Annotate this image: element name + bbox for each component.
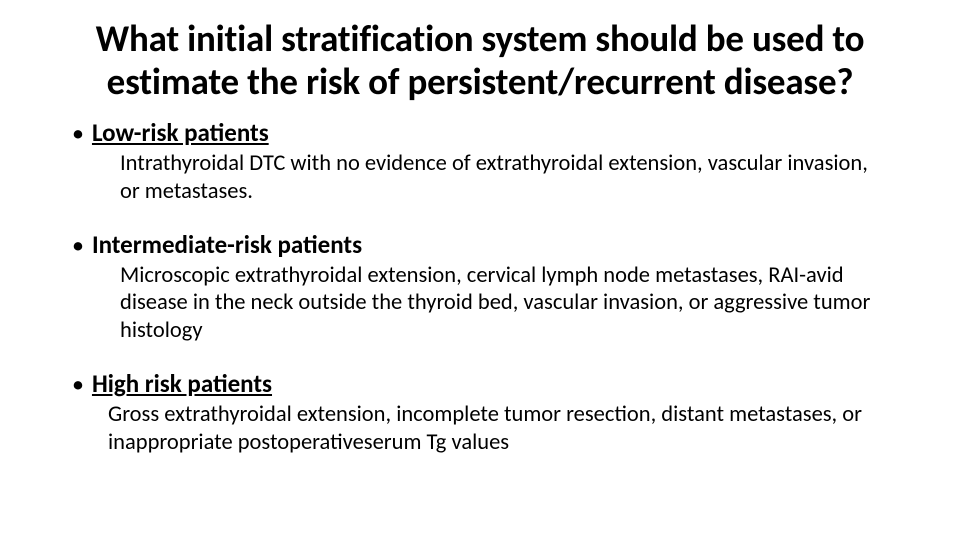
bullet-icon: • [72, 234, 84, 258]
bullet-body: Gross extrathyroidal extension, incomple… [108, 401, 868, 456]
slide: What initial stratification system shoul… [0, 0, 960, 540]
bullet-icon: • [72, 122, 84, 146]
slide-title: What initial stratification system shoul… [40, 18, 920, 103]
list-item: • High risk patients Gross extrathyroida… [72, 368, 920, 456]
bullet-row: • Intermediate-risk patients [72, 229, 920, 260]
bullet-icon: • [72, 373, 84, 397]
bullet-heading: Low-risk patients [92, 117, 269, 148]
list-item: • Low-risk patients Intrathyroidal DTC w… [72, 117, 920, 205]
bullet-heading: High risk patients [92, 368, 272, 399]
bullet-body: Intrathyroidal DTC with no evidence of e… [120, 150, 880, 205]
content-area: • Low-risk patients Intrathyroidal DTC w… [40, 117, 920, 456]
bullet-row: • High risk patients [72, 368, 920, 399]
bullet-row: • Low-risk patients [72, 117, 920, 148]
bullet-heading: Intermediate-risk patients [92, 229, 362, 260]
list-item: • Intermediate-risk patients Microscopic… [72, 229, 920, 344]
bullet-body: Microscopic extrathyroidal extension, ce… [120, 262, 880, 344]
